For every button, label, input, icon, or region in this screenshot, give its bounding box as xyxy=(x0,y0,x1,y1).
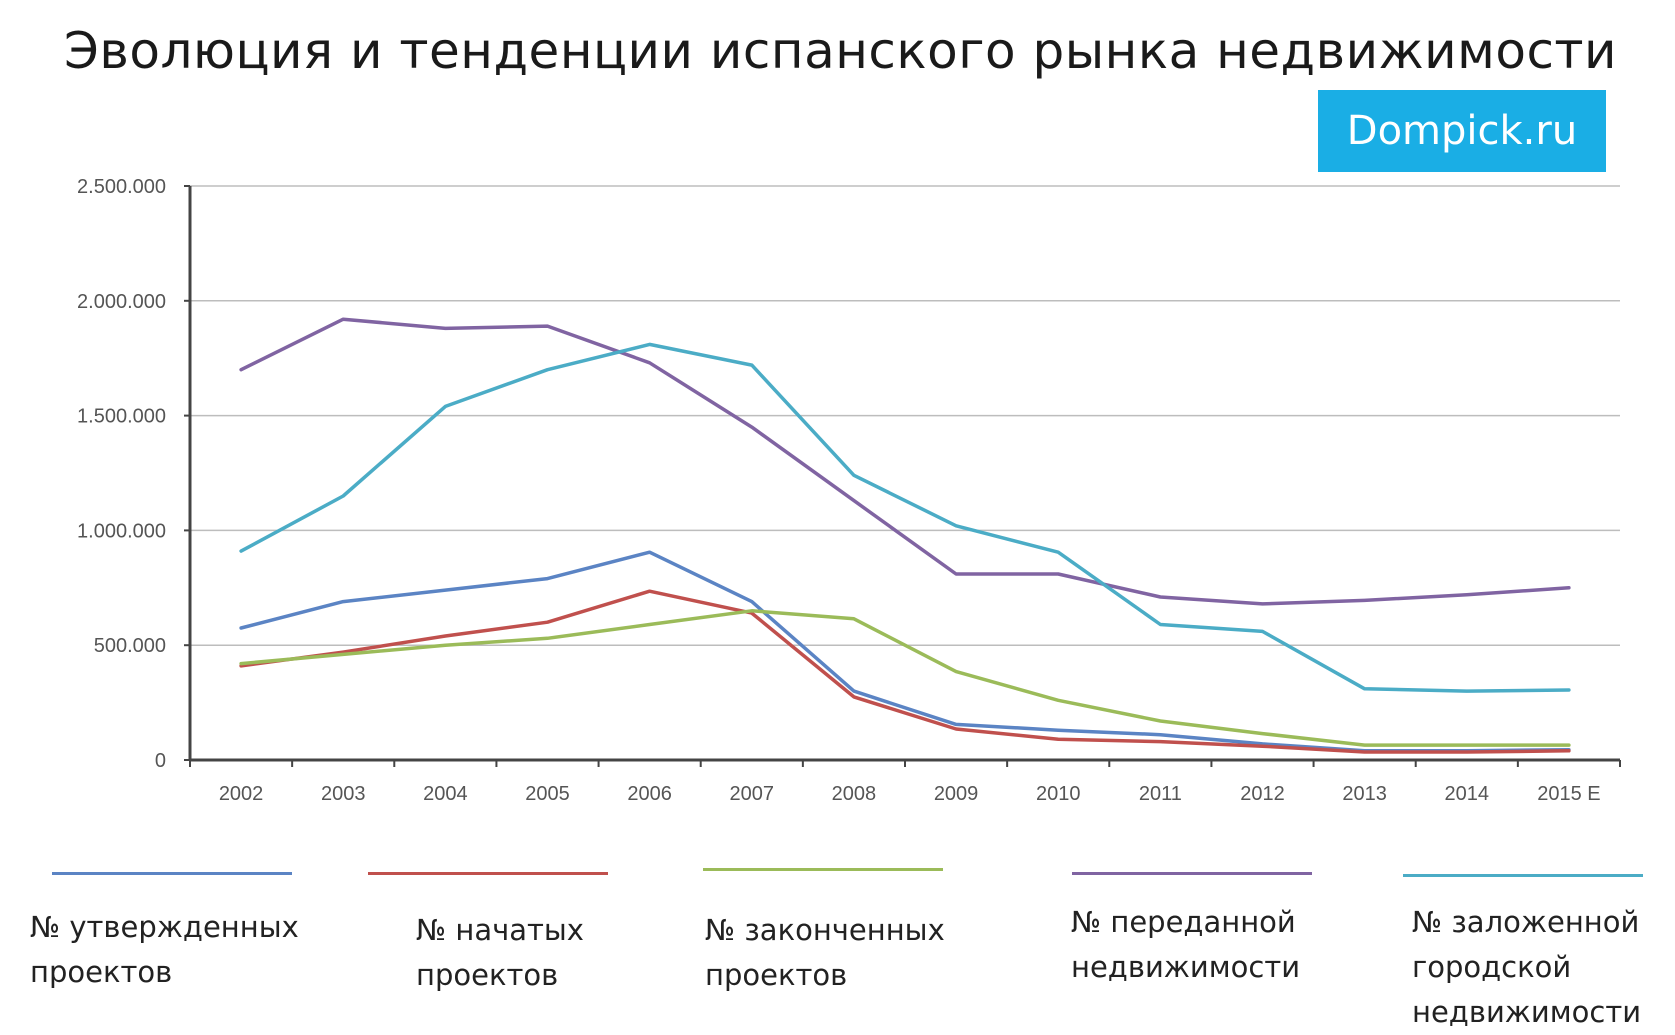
series-line-1 xyxy=(239,550,1571,753)
x-tick-label: 2004 xyxy=(423,783,468,805)
legend-swatch-2 xyxy=(368,872,608,875)
x-tick-label: 2012 xyxy=(1240,783,1285,805)
legend-swatch-3 xyxy=(703,868,943,871)
x-tick-label: 2003 xyxy=(321,783,366,805)
legend-label-1: № утвержденных проектов xyxy=(30,910,299,989)
series-line-3 xyxy=(239,609,1571,747)
y-tick-label: 1.500.000 xyxy=(77,406,166,428)
page-title: Эволюция и тенденции испанского рынка не… xyxy=(64,22,1618,80)
legend-swatch-4 xyxy=(1072,872,1312,875)
y-tick-label: 2.000.000 xyxy=(77,291,166,313)
x-tick-label: 2013 xyxy=(1342,783,1387,805)
x-tick-label: 2009 xyxy=(934,783,979,805)
x-tick-label: 2015 E xyxy=(1537,783,1600,805)
x-tick-label: 2014 xyxy=(1445,783,1490,805)
x-tick-label: 2002 xyxy=(219,783,264,805)
legend-label-4: № переданной недвижимости xyxy=(1071,905,1301,984)
legend-label-2: № начатых проектов xyxy=(416,913,584,992)
series-line-4 xyxy=(239,317,1571,606)
x-tick-label: 2011 xyxy=(1139,783,1182,805)
series-line-5 xyxy=(239,342,1571,693)
y-tick-label: 0 xyxy=(155,750,166,772)
x-tick-label: 2010 xyxy=(1036,783,1081,805)
brand-badge: Dompick.ru xyxy=(1318,90,1606,172)
legend-label-5: № заложенной городской недвижимости xyxy=(1412,905,1642,1029)
x-tick-label: 2005 xyxy=(525,783,570,805)
y-tick-label: 500.000 xyxy=(94,635,166,657)
legend-swatch-1 xyxy=(52,872,292,875)
x-tick-label: 2006 xyxy=(627,783,672,805)
legend-swatch-5 xyxy=(1403,874,1643,877)
y-tick-label: 1.000.000 xyxy=(77,520,166,542)
y-tick-label: 2.500.000 xyxy=(77,176,166,198)
series-line-2 xyxy=(239,589,1571,754)
legend-label-3: № законченных проектов xyxy=(705,913,945,992)
x-tick-label: 2007 xyxy=(730,783,775,805)
x-tick-label: 2008 xyxy=(832,783,877,805)
